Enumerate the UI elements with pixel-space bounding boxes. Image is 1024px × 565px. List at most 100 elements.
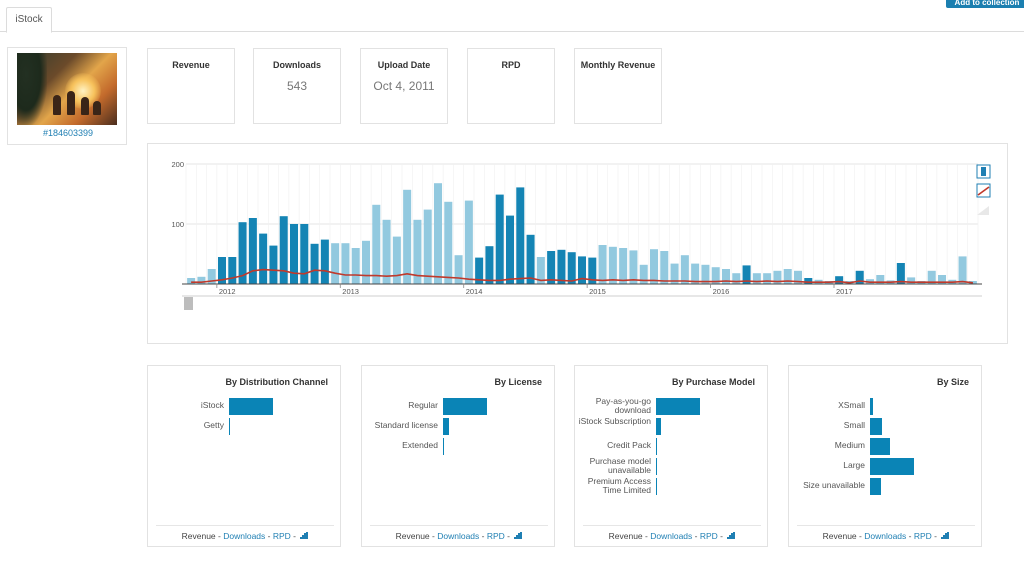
chart-bar[interactable] — [649, 249, 659, 284]
chart-bar[interactable] — [958, 256, 967, 284]
metric-downloads-link[interactable]: Downloads — [650, 531, 693, 541]
metric-downloads-link[interactable]: Downloads — [223, 531, 266, 541]
breakdown-bar[interactable] — [229, 418, 230, 435]
chart-bar[interactable] — [279, 216, 288, 284]
breakdown-bar[interactable] — [656, 478, 657, 495]
chart-bar[interactable] — [403, 189, 412, 284]
signal-bars-icon[interactable] — [514, 532, 522, 539]
breakdown-bar[interactable] — [870, 458, 914, 475]
chart-bar[interactable] — [413, 219, 422, 284]
chart-bar[interactable] — [855, 270, 864, 284]
chart-bar[interactable] — [197, 276, 206, 284]
chart-bar[interactable] — [464, 200, 473, 284]
add-to-collection-button[interactable]: Add to collection — [946, 0, 1024, 8]
chart-bar[interactable] — [351, 248, 360, 284]
chart-bar[interactable] — [721, 269, 731, 284]
breakdown-bar[interactable] — [443, 438, 444, 455]
chart-bar[interactable] — [320, 239, 329, 284]
area-chart-icon[interactable] — [977, 206, 989, 215]
signal-bars-icon[interactable] — [941, 532, 949, 539]
chart-bar[interactable] — [598, 245, 607, 284]
chart-bar[interactable] — [228, 257, 237, 284]
metric-rpd-link[interactable]: RPD — [913, 531, 932, 541]
chart-bar[interactable] — [660, 251, 669, 284]
chart-bar[interactable] — [433, 183, 443, 284]
chart-bar[interactable] — [691, 263, 700, 284]
range-handle[interactable] — [184, 297, 193, 310]
chart-bar[interactable] — [701, 264, 710, 284]
chart-bar[interactable] — [207, 269, 216, 284]
chart-bar[interactable] — [876, 275, 885, 284]
breakdown-bar[interactable] — [656, 398, 700, 415]
chart-bar[interactable] — [680, 255, 689, 284]
breakdown-bar[interactable] — [656, 458, 657, 475]
breakdown-bar[interactable] — [870, 478, 881, 495]
chart-bar[interactable] — [783, 269, 792, 284]
metric-rpd-link[interactable]: RPD — [272, 531, 291, 541]
chart-bar[interactable] — [547, 251, 556, 284]
chart-bar[interactable] — [475, 257, 484, 284]
chart-bar[interactable] — [927, 270, 936, 284]
chart-bar[interactable] — [485, 246, 494, 284]
chart-bar[interactable] — [259, 233, 268, 284]
chart-bar[interactable] — [639, 264, 648, 284]
chart-bar[interactable] — [670, 263, 679, 284]
chart-bar[interactable] — [217, 257, 227, 284]
breakdown-bar[interactable] — [870, 418, 882, 435]
chart-bar[interactable] — [361, 240, 371, 284]
tab-istock[interactable]: iStock — [6, 7, 52, 33]
breakdown-bar[interactable] — [870, 438, 890, 455]
chart-bar[interactable] — [732, 273, 741, 284]
metric-downloads-link[interactable]: Downloads — [864, 531, 907, 541]
chart-bar[interactable] — [300, 224, 309, 284]
chart-bar[interactable] — [773, 270, 782, 284]
chart-bar[interactable] — [629, 250, 638, 284]
chart-bar[interactable] — [331, 243, 340, 284]
chart-bar[interactable] — [536, 257, 545, 284]
chart-bar[interactable] — [619, 248, 628, 284]
chart-bar[interactable] — [505, 215, 515, 284]
chart-bar[interactable] — [372, 204, 381, 284]
chart-bar[interactable] — [835, 276, 844, 284]
chart-bar[interactable] — [588, 257, 597, 284]
chart-bar[interactable] — [238, 222, 247, 284]
chart-bar[interactable] — [392, 236, 401, 284]
chart-bar[interactable] — [793, 270, 803, 284]
breakdown-bar[interactable] — [656, 418, 661, 435]
chart-bar[interactable] — [423, 209, 432, 284]
asset-thumbnail[interactable] — [17, 53, 117, 125]
chart-bar[interactable] — [577, 256, 587, 284]
chart-bar[interactable] — [742, 265, 751, 284]
chart-bar[interactable] — [752, 273, 761, 284]
chart-bar[interactable] — [711, 267, 720, 284]
asset-id-link[interactable]: #184603399 — [42, 128, 94, 138]
breakdown-bar[interactable] — [229, 398, 273, 415]
breakdown-bar[interactable] — [443, 398, 487, 415]
chart-bar[interactable] — [341, 243, 350, 284]
chart-bar[interactable] — [454, 255, 463, 284]
chart-bar[interactable] — [495, 194, 504, 284]
chart-bar[interactable] — [937, 275, 947, 284]
chart-bar[interactable] — [804, 278, 813, 284]
breakdown-bar[interactable] — [870, 398, 873, 415]
chart-bar[interactable] — [557, 249, 566, 284]
metric-downloads-link[interactable]: Downloads — [437, 531, 480, 541]
metric-rpd-link[interactable]: RPD — [486, 531, 505, 541]
metric-rpd-link[interactable]: RPD — [699, 531, 718, 541]
chart-bar[interactable] — [187, 278, 196, 284]
breakdown-bar[interactable] — [443, 418, 449, 435]
chart-bar[interactable] — [763, 273, 772, 284]
chart-bar[interactable] — [269, 245, 278, 284]
signal-bars-icon[interactable] — [300, 532, 308, 539]
chart-bar[interactable] — [516, 187, 525, 284]
signal-bars-icon[interactable] — [727, 532, 735, 539]
chart-bar[interactable] — [907, 277, 916, 284]
chart-bar[interactable] — [567, 252, 576, 284]
chart-bar[interactable] — [248, 218, 257, 284]
chart-bar[interactable] — [526, 234, 535, 284]
breakdown-bar[interactable] — [656, 438, 657, 455]
chart-bar[interactable] — [444, 201, 453, 284]
chart-bar[interactable] — [289, 224, 299, 284]
chart-bar[interactable] — [310, 243, 319, 284]
chart-bar[interactable] — [608, 246, 617, 284]
